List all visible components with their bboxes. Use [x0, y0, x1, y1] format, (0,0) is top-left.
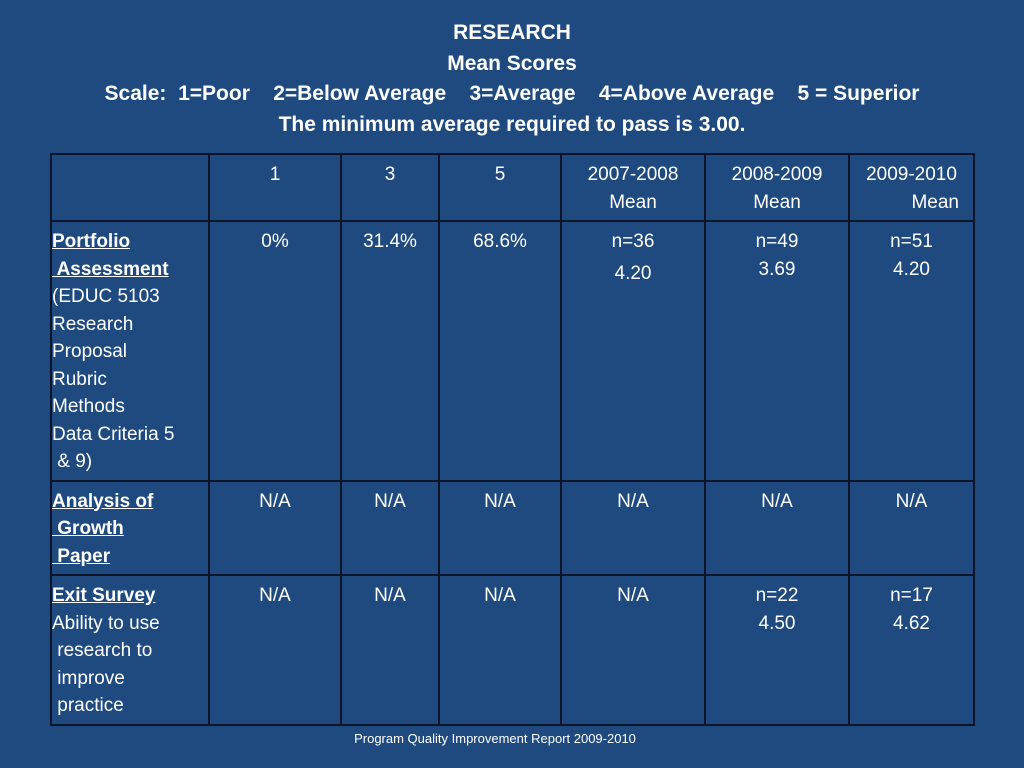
cell-value: n=51	[890, 231, 933, 252]
header-cell-2007-2008: 2007-2008 Mean	[560, 153, 706, 222]
cell-value: 68.6%	[473, 231, 527, 252]
row-label-detail: Ability to use	[52, 612, 160, 634]
header-cell-score-5: 5	[438, 153, 562, 222]
header-cell-score-1: 1	[208, 153, 342, 222]
slide-title: RESEARCH Mean Scores Scale: 1=Poor 2=Bel…	[0, 18, 1024, 140]
header-cell-empty	[50, 153, 210, 222]
cell-value: n=36	[611, 231, 655, 252]
pass-requirement: The minimum average required to pass is …	[278, 112, 746, 136]
table-cell: 31.4%	[340, 220, 440, 482]
cell-value: N/A	[259, 490, 291, 512]
row-label-detail: improve	[52, 667, 125, 689]
row-label-heading: Portfolio	[52, 231, 131, 252]
row-label: Analysis of Growth Paper	[50, 479, 210, 576]
table-cell: 0%	[208, 220, 342, 482]
row-label-heading: Analysis of	[52, 490, 154, 512]
table-row: Portfolio Assessment (EDUC 5103 Research Pr…	[50, 220, 975, 482]
cell-value: N/A	[374, 490, 406, 512]
table-cell: N/A	[438, 574, 562, 726]
table-cell: n=22 4.50	[704, 574, 850, 726]
table-cell: n=49 3.69	[704, 220, 850, 482]
cell-value: N/A	[484, 585, 516, 606]
table-cell: N/A	[340, 574, 440, 726]
cell-mean: 4.50	[758, 612, 796, 634]
row-label-detail: Proposal	[52, 341, 127, 362]
cell-mean: 4.62	[893, 612, 930, 634]
table-row: Exit Survey Ability to use research to im…	[50, 574, 975, 726]
table-row: Analysis of Growth Paper N/A N/A N/A N/A N/A N…	[50, 479, 975, 576]
cell-value: N/A	[895, 490, 928, 512]
table-cell: N/A	[438, 479, 562, 576]
row-label-heading: Assessment	[52, 258, 169, 280]
mean-scores-table: 1 3 5 2007-2008 Mean 2008-2009 Mean 2009…	[50, 153, 975, 726]
cell-value: N/A	[617, 490, 649, 512]
cell-value: N/A	[374, 585, 406, 606]
title-subheading: Mean Scores	[447, 51, 577, 75]
header-cell-score-3: 3	[340, 153, 440, 222]
scale-legend: Scale: 1=Poor 2=Below Average 3=Average …	[104, 82, 920, 105]
row-label-detail: Research	[52, 313, 134, 335]
table-cell: N/A	[208, 574, 342, 726]
cell-value: n=22	[755, 585, 799, 606]
table-cell: N/A	[704, 479, 850, 576]
row-label-heading: Growth	[52, 518, 124, 539]
header-cell-2009-2010: 2009-2010 Mean	[848, 153, 975, 222]
row-label-detail: Rubric	[52, 368, 107, 390]
table-cell: N/A	[560, 574, 706, 726]
row-label-detail: & 9)	[52, 451, 93, 472]
cell-value: n=49	[755, 231, 799, 252]
cell-value: 31.4%	[363, 231, 417, 252]
row-label: Exit Survey Ability to use research to im…	[50, 574, 210, 726]
title-heading: RESEARCH	[453, 21, 571, 44]
table-cell: N/A	[208, 479, 342, 576]
table-cell: 68.6%	[438, 220, 562, 482]
cell-value: 0%	[261, 231, 289, 252]
cell-value: N/A	[484, 490, 516, 512]
footer-text: Program Quality Improvement Report 2009-…	[354, 731, 636, 746]
row-label-detail: (EDUC 5103	[52, 286, 160, 307]
cell-value: n=17	[890, 585, 933, 606]
cell-value: N/A	[259, 585, 291, 606]
row-label-detail: research to	[52, 640, 153, 661]
table-cell: N/A	[848, 479, 975, 576]
row-label-heading: Paper	[52, 545, 111, 567]
cell-value: N/A	[761, 490, 793, 512]
table-cell: N/A	[560, 479, 706, 576]
table-cell: n=17 4.62	[848, 574, 975, 726]
header-row: 1 3 5 2007-2008 Mean 2008-2009 Mean 2009…	[50, 153, 975, 222]
row-label-heading: Exit Survey	[52, 585, 156, 606]
table-cell: n=51 4.20	[848, 220, 975, 482]
row-label-detail: Methods	[52, 396, 125, 417]
header-cell-2008-2009: 2008-2009 Mean	[704, 153, 850, 222]
cell-mean: 4.20	[893, 258, 930, 280]
cell-mean: 3.69	[758, 258, 796, 280]
row-label-detail: practice	[52, 695, 124, 716]
table-cell: n=36 4.20	[560, 220, 706, 482]
row-label: Portfolio Assessment (EDUC 5103 Research Pr…	[50, 220, 210, 482]
table-cell: N/A	[340, 479, 440, 576]
row-label-detail: Data Criteria 5	[52, 423, 175, 445]
cell-mean: 4.20	[614, 262, 652, 284]
cell-value: N/A	[617, 585, 649, 606]
